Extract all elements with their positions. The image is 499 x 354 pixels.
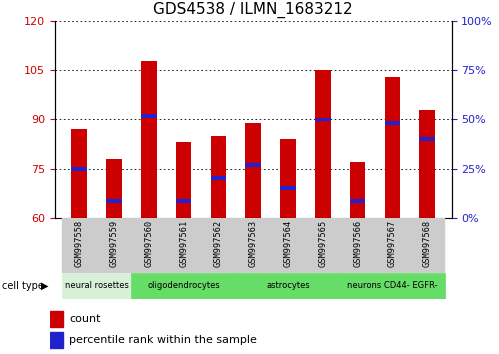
Text: GSM997563: GSM997563 — [249, 220, 258, 267]
Bar — [50, 332, 63, 348]
Bar — [280, 186, 296, 190]
Text: GSM997558: GSM997558 — [75, 220, 84, 267]
Bar — [350, 199, 365, 203]
Bar — [305, 218, 340, 273]
Bar — [340, 273, 445, 299]
Text: GSM997561: GSM997561 — [179, 220, 188, 267]
Bar — [97, 218, 131, 273]
Bar — [176, 199, 192, 203]
Bar — [315, 118, 331, 121]
Text: oligodendrocytes: oligodendrocytes — [147, 281, 220, 290]
Bar — [211, 136, 226, 218]
Bar — [410, 218, 445, 273]
Bar — [201, 218, 236, 273]
Text: GSM997560: GSM997560 — [144, 220, 153, 267]
Text: GSM997564: GSM997564 — [283, 220, 292, 267]
Text: astrocytes: astrocytes — [266, 281, 310, 290]
Text: GSM997562: GSM997562 — [214, 220, 223, 267]
Bar — [211, 176, 226, 181]
Bar — [246, 163, 261, 167]
Bar — [280, 139, 296, 218]
Bar — [385, 121, 400, 125]
Text: ▶: ▶ — [41, 281, 48, 291]
Bar — [71, 129, 87, 218]
Text: percentile rank within the sample: percentile rank within the sample — [69, 335, 257, 345]
Bar — [62, 218, 97, 273]
Text: cell type: cell type — [2, 281, 44, 291]
Text: GSM997568: GSM997568 — [423, 220, 432, 267]
Bar — [141, 61, 157, 218]
Bar — [141, 114, 157, 118]
Text: GSM997567: GSM997567 — [388, 220, 397, 267]
Bar — [385, 77, 400, 218]
Bar — [375, 218, 410, 273]
Bar — [176, 142, 192, 218]
Text: GSM997566: GSM997566 — [353, 220, 362, 267]
Title: GDS4538 / ILMN_1683212: GDS4538 / ILMN_1683212 — [153, 2, 353, 18]
Bar — [131, 218, 166, 273]
Bar — [419, 110, 435, 218]
Text: neurons CD44- EGFR-: neurons CD44- EGFR- — [347, 281, 438, 290]
Text: GSM997559: GSM997559 — [110, 220, 119, 267]
Bar — [166, 218, 201, 273]
Text: neural rosettes: neural rosettes — [65, 281, 129, 290]
Bar — [350, 162, 365, 218]
Bar — [419, 137, 435, 141]
Bar — [106, 199, 122, 203]
Bar — [270, 218, 305, 273]
Bar — [340, 218, 375, 273]
Bar — [71, 167, 87, 171]
Bar — [131, 273, 236, 299]
Text: GSM997565: GSM997565 — [318, 220, 327, 267]
Bar — [246, 123, 261, 218]
Bar — [315, 70, 331, 218]
Bar — [106, 159, 122, 218]
Bar — [236, 273, 340, 299]
Bar — [50, 311, 63, 327]
Bar — [236, 218, 270, 273]
Text: count: count — [69, 314, 100, 324]
Bar — [62, 273, 131, 299]
